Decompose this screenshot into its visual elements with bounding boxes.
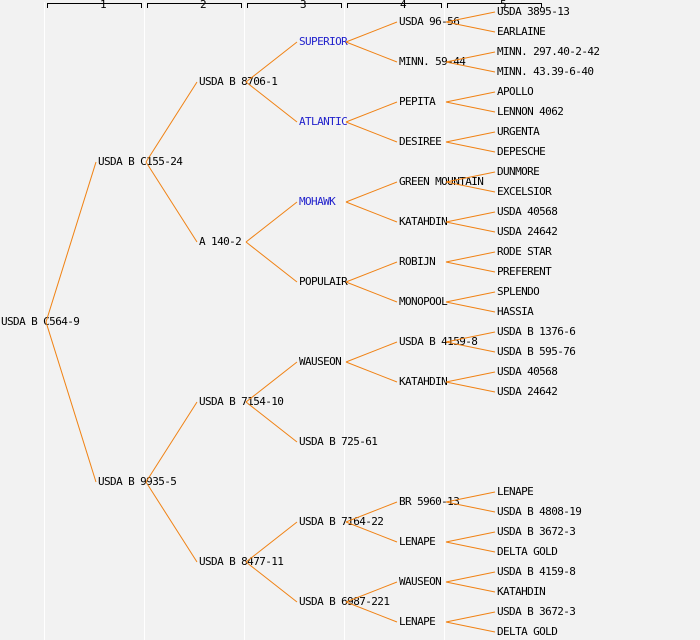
tree-node-green-mountain: GREEN MOUNTAIN — [399, 175, 484, 188]
tree-node-katahdin: KATAHDIN — [399, 215, 448, 228]
tree-node-usda-b-7164-22: USDA B 7164-22 — [299, 515, 384, 528]
ruler-bracket — [447, 3, 542, 8]
tree-node-lenape: LENAPE — [399, 615, 436, 628]
tree-node-depesche: DEPESCHE — [497, 145, 546, 158]
tree-node-monopool: MONOPOOL — [399, 295, 448, 308]
tree-node-lennon-4062: LENNON 4062 — [497, 105, 564, 118]
tree-node-usda-b-4159-8: USDA B 4159-8 — [497, 565, 576, 578]
tree-node-minn-43-39-6-40: MINN. 43.39-6-40 — [497, 65, 594, 78]
tree-node-usda-96-56: USDA 96-56 — [399, 15, 460, 28]
tree-node-usda-b-1376-6: USDA B 1376-6 — [497, 325, 576, 338]
tree-node-usda-b-4808-19: USDA B 4808-19 — [497, 505, 582, 518]
tree-node-usda-b-595-76: USDA B 595-76 — [497, 345, 576, 358]
tree-node-rode-star: RODE STAR — [497, 245, 552, 258]
tree-node-delta-gold: DELTA GOLD — [497, 625, 558, 638]
ruler-generation-label-3: 3 — [299, 0, 307, 11]
tree-node-katahdin: KATAHDIN — [497, 585, 546, 598]
tree-node-usda-b-6987-221: USDA B 6987-221 — [299, 595, 390, 608]
tree-node-superior[interactable]: SUPERIOR — [299, 35, 348, 48]
ruler-generation-label-4: 4 — [399, 0, 407, 11]
ruler-bracket — [147, 3, 242, 8]
tree-node-katahdin: KATAHDIN — [399, 375, 448, 388]
tree-node-minn-297-40-2-42: MINN. 297.40-2-42 — [497, 45, 600, 58]
ruler-generation-label-2: 2 — [199, 0, 207, 11]
tree-node-mohawk[interactable]: MOHAWK — [299, 195, 336, 208]
tree-node-minn-59-44: MINN. 59-44 — [399, 55, 466, 68]
tree-node-atlantic[interactable]: ATLANTIC — [299, 115, 348, 128]
tree-node-usda-3895-13: USDA 3895-13 — [497, 5, 570, 18]
ruler-bracket — [47, 3, 142, 8]
tree-node-delta-gold: DELTA GOLD — [497, 545, 558, 558]
tree-node-excelsior: EXCELSIOR — [497, 185, 552, 198]
tree-node-lenape: LENAPE — [399, 535, 436, 548]
ruler-bracket — [347, 3, 442, 8]
tree-node-apollo: APOLLO — [497, 85, 534, 98]
tree-node-dunmore: DUNMORE — [497, 165, 540, 178]
tree-node-wauseon: WAUSEON — [299, 355, 342, 368]
tree-node-usda-24642: USDA 24642 — [497, 385, 558, 398]
tree-node-usda-b-3672-3: USDA B 3672-3 — [497, 525, 576, 538]
tree-node-pepita: PEPITA — [399, 95, 436, 108]
ruler-bracket — [247, 3, 342, 8]
tree-node-splendo: SPLENDO — [497, 285, 540, 298]
tree-node-usda-24642: USDA 24642 — [497, 225, 558, 238]
tree-node-usda-b-7154-10: USDA B 7154-10 — [199, 395, 284, 408]
tree-node-usda-b-725-61: USDA B 725-61 — [299, 435, 378, 448]
tree-node-usda-b-8706-1: USDA B 8706-1 — [199, 75, 278, 88]
tree-node-usda-b-c155-24: USDA B C155-24 — [98, 155, 183, 168]
ruler-generation-label-1: 1 — [99, 0, 107, 11]
tree-node-usda-b-8477-11: USDA B 8477-11 — [199, 555, 284, 568]
tree-node-desiree: DESIREE — [399, 135, 442, 148]
tree-node-usda-b-c564-9: USDA B C564-9 — [1, 315, 80, 328]
tree-node-usda-b-9935-5: USDA B 9935-5 — [98, 475, 177, 488]
tree-node-populair: POPULAIR — [299, 275, 348, 288]
tree-node-wauseon: WAUSEON — [399, 575, 442, 588]
tree-node-preferent: PREFERENT — [497, 265, 552, 278]
tree-node-robijn: ROBIJN — [399, 255, 436, 268]
tree-node-usda-b-4159-8: USDA B 4159-8 — [399, 335, 478, 348]
tree-node-usda-b-3672-3: USDA B 3672-3 — [497, 605, 576, 618]
ruler-generation-label-5: 5 — [499, 0, 507, 11]
tree-node-usda-40568: USDA 40568 — [497, 365, 558, 378]
tree-node-lenape: LENAPE — [497, 485, 534, 498]
tree-node-urgenta: URGENTA — [497, 125, 540, 138]
tree-node-br-5960-13: BR 5960-13 — [399, 495, 460, 508]
tree-node-a-140-2: A 140-2 — [199, 235, 242, 248]
tree-node-usda-40568: USDA 40568 — [497, 205, 558, 218]
tree-node-earlaine: EARLAINE — [497, 25, 546, 38]
tree-node-hassia: HASSIA — [497, 305, 534, 318]
